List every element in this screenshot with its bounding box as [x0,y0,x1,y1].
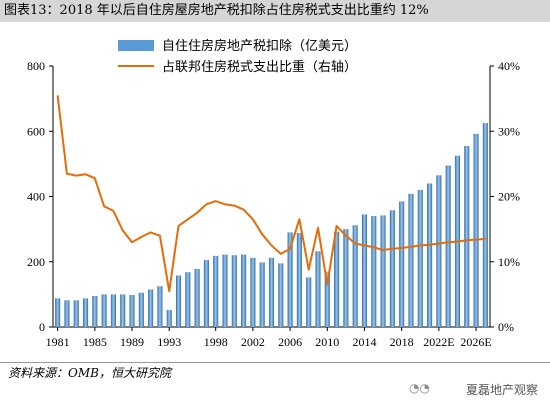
x-tick-label: 2010 [315,335,339,349]
bar [194,268,200,327]
bar [408,193,414,327]
divider [0,362,550,363]
bar [427,183,433,327]
x-tick-label: 2014 [352,335,376,349]
bar [82,298,89,327]
y-right-tick-label: 40% [498,59,520,73]
legend: 自住住房房地产税扣除（亿美元） 占联邦住房税式支出比重（右轴） [118,38,357,75]
x-tick-label: 2022E [423,335,454,349]
bar [231,255,237,327]
y-left-tick-label: 800 [27,59,45,73]
bar [268,257,275,327]
bar [64,300,70,327]
bar [389,210,395,327]
bar [315,251,321,327]
bar [380,215,386,327]
y-left-tick-label: 0 [39,320,45,334]
y-left-tick-label: 200 [27,255,45,269]
legend-label-bar: 自住住房房地产税扣除（亿美元） [162,38,357,54]
bar [157,286,163,327]
wechat-icon: ◔◔ [409,381,430,395]
bar [259,262,265,327]
legend-swatch-bar [118,40,154,51]
bar [55,298,61,327]
legend-label-line: 占联邦住房税式支出比重（右轴） [162,59,357,75]
bar [343,229,349,327]
bar [129,295,135,327]
line-series [56,95,486,293]
y-right-tick-label: 10% [498,255,520,269]
bar [296,233,302,327]
bar [148,289,154,327]
chart: 0 200 400 600 800 0% 10% 20% 30% 40% 1981 1985 1989 1… [27,38,520,349]
bar [473,133,479,327]
x-tick-label: 1993 [157,335,181,349]
bar [110,294,116,327]
bar [417,189,423,327]
x-tick-label: 1985 [83,335,107,349]
bar [482,123,488,327]
y-right-tick-label: 0% [498,320,514,334]
x-tick-label: 2018 [390,335,414,349]
y-right-tick-label: 30% [498,124,520,138]
x-tick-label: 2002 [241,335,265,349]
bar [436,175,442,327]
y-left-tick-label: 400 [27,190,45,204]
bar [464,145,470,327]
bar [73,300,79,327]
bar [222,254,228,327]
x-tick-label: 1981 [46,335,70,349]
bar [324,271,330,327]
chart-title: 图表13：2018 年以后自住房屋房地产税扣除占住房税式支出比重约 12% [0,0,550,22]
watermark: 夏磊地产观察 [465,383,538,397]
bar [101,294,107,327]
y-right-tick-label: 20% [498,190,520,204]
bar [399,201,405,327]
bar [185,272,191,327]
source-note: 资料来源：OMB，恒大研究院 [8,366,171,380]
bar [334,231,340,327]
bar [278,263,284,327]
bar [371,216,377,327]
x-tick-label: 2006 [278,335,302,349]
x-tick-label: 1998 [204,335,228,349]
bar [175,275,182,327]
bar [352,225,358,327]
bar [250,257,256,327]
bar [213,255,219,327]
y-left-tick-label: 600 [27,124,45,138]
x-tick-label: 2026E [460,335,491,349]
bar [120,294,126,327]
chart-axes: 0 200 400 600 800 0% 10% 20% 30% 40% 1981 1985 1989 1… [27,59,520,349]
bar [306,277,312,327]
bar [445,165,451,327]
bar [138,292,144,327]
x-tick-label: 1989 [120,335,144,349]
bar [361,214,368,327]
bar [166,310,172,327]
line-path [56,95,486,293]
bar [287,232,293,327]
bar [92,296,98,327]
bar [241,254,247,327]
bar [203,260,209,327]
